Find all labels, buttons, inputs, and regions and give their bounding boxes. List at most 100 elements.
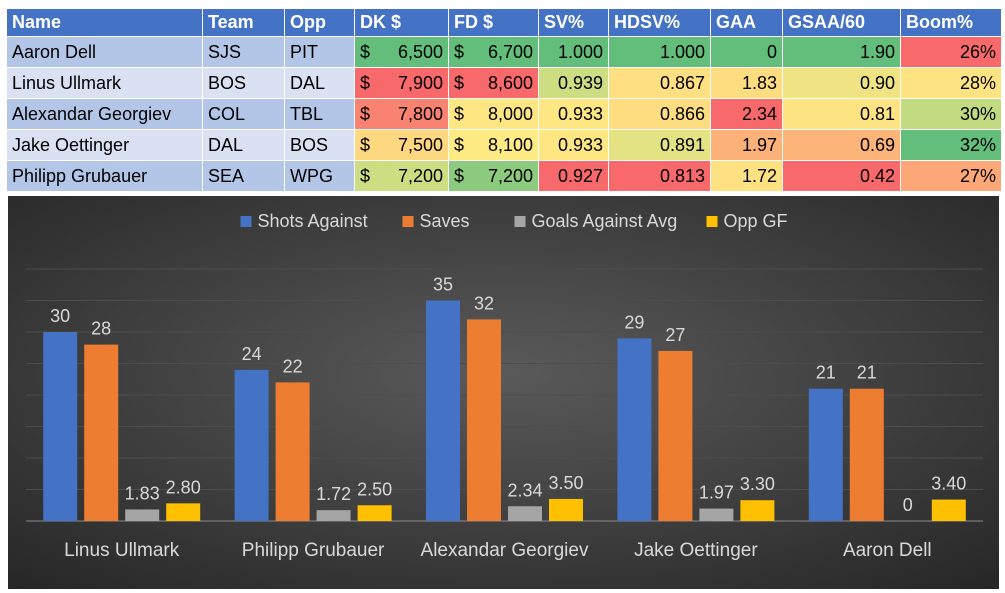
money-value: 7,800 — [397, 103, 443, 124]
cell-fd: $8,100 — [448, 129, 539, 161]
cell-fd: $6,700 — [448, 36, 539, 68]
data-label: 3.50 — [548, 473, 583, 493]
table-row: Jake Oettinger DAL BOS $7,500 $8,100 0.933 0.8… — [6, 129, 1002, 161]
data-label: 2.50 — [357, 479, 392, 499]
cell-sv: 0.933 — [538, 98, 609, 130]
data-label: 29 — [624, 312, 644, 332]
bar — [357, 505, 392, 521]
legend-label: Shots Against — [258, 211, 368, 231]
x-tick-label: Aaron Dell — [843, 540, 932, 561]
chart-legend: Shots Against Saves Goals Against Avg Opp G… — [240, 211, 788, 231]
data-label: 2.34 — [507, 480, 542, 500]
data-label: 1.83 — [125, 483, 160, 503]
data-label: 1.97 — [699, 483, 734, 503]
cell-name: Linus Ullmark — [6, 67, 203, 99]
cell-opp: TBL — [284, 98, 355, 130]
legend-label: Goals Against Avg — [532, 211, 678, 231]
cell-dk: $7,900 — [354, 67, 449, 99]
currency-symbol: $ — [360, 134, 371, 155]
cell-gsaa: 0.69 — [782, 129, 901, 161]
cell-sv: 0.933 — [538, 129, 609, 161]
cell-gaa: 1.83 — [710, 67, 783, 99]
cell-gaa: 2.34 — [710, 98, 783, 130]
cell-sv: 1.000 — [538, 36, 609, 68]
money-value: 8,100 — [487, 134, 533, 155]
currency-symbol: $ — [360, 103, 371, 124]
data-label: 30 — [50, 306, 70, 326]
data-label: 32 — [474, 293, 494, 313]
table-row: Alexandar Georgiev COL TBL $7,800 $8,000 0.93… — [6, 98, 1002, 130]
goalie-bar-chart: Shots Against Saves Goals Against Avg Opp G… — [8, 196, 999, 589]
cell-gsaa: 1.90 — [782, 36, 901, 68]
cell-boom: 28% — [900, 67, 1002, 99]
data-label: 1.72 — [316, 484, 351, 504]
cell-boom: 32% — [900, 129, 1002, 161]
data-label: 21 — [816, 363, 836, 383]
legend-label: Saves — [420, 211, 470, 231]
cell-opp: PIT — [284, 36, 355, 68]
bar — [549, 498, 583, 521]
bar — [849, 388, 884, 521]
bar — [125, 509, 160, 521]
cell-gsaa: 0.90 — [782, 67, 901, 99]
data-label: 27 — [665, 325, 685, 345]
money-value: 6,700 — [487, 41, 533, 62]
cell-gaa: 1.72 — [710, 160, 783, 192]
money-value: 8,000 — [487, 103, 533, 124]
cell-sv: 0.927 — [538, 160, 609, 192]
cell-gaa: 0 — [710, 36, 783, 68]
cell-hdsv: 0.866 — [608, 98, 711, 130]
cell-gsaa: 0.42 — [782, 160, 901, 192]
col-header-sv: SV% — [538, 8, 609, 37]
bar — [316, 510, 351, 521]
bar — [740, 500, 775, 521]
col-header-name: Name — [6, 8, 203, 37]
data-label: 21 — [857, 363, 877, 383]
data-label: 35 — [433, 275, 453, 295]
cell-boom: 26% — [900, 36, 1002, 68]
table-header-row: Name Team Opp DK $ FD $ SV% HDSV% GAA GS… — [6, 8, 1002, 37]
money-value: 7,500 — [397, 134, 443, 155]
currency-symbol: $ — [454, 103, 465, 124]
money-value: 7,200 — [487, 165, 533, 186]
cell-dk: $7,500 — [354, 129, 449, 161]
currency-symbol: $ — [454, 134, 465, 155]
col-header-boom: Boom% — [900, 8, 1002, 37]
cell-hdsv: 0.813 — [608, 160, 711, 192]
currency-symbol: $ — [454, 165, 465, 186]
bar — [275, 382, 310, 521]
cell-hdsv: 0.867 — [608, 67, 711, 99]
col-header-gsaa: GSAA/60 — [782, 8, 901, 37]
chart-bars — [43, 300, 966, 521]
col-header-fd: FD $ — [448, 8, 539, 37]
chart-data-labels: 30 28 1.83 2.80 24 22 1.72 2.50 35 32 2.34 3.50 29 27… — [50, 275, 966, 516]
data-label: 24 — [242, 344, 262, 364]
chart-svg: Shots Against Saves Goals Against Avg Opp G… — [8, 196, 999, 589]
cell-gsaa: 0.81 — [782, 98, 901, 130]
cell-name: Aaron Dell — [6, 36, 203, 68]
cell-team: BOS — [202, 67, 285, 99]
data-label: 28 — [91, 319, 111, 339]
cell-fd: $7,200 — [448, 160, 539, 192]
col-header-opp: Opp — [284, 8, 355, 37]
cell-boom: 27% — [900, 160, 1002, 192]
legend-swatch — [514, 216, 526, 227]
cell-opp: BOS — [284, 129, 355, 161]
cell-hdsv: 1.000 — [608, 36, 711, 68]
currency-symbol: $ — [360, 72, 371, 93]
table-row: Aaron Dell SJS PIT $6,500 $6,700 1.000 1.000 0 1… — [6, 36, 1002, 68]
bar — [617, 338, 652, 521]
money-value: 7,200 — [397, 165, 443, 186]
bar — [658, 350, 693, 521]
col-header-gaa: GAA — [710, 8, 783, 37]
cell-boom: 30% — [900, 98, 1002, 130]
col-header-dk: DK $ — [354, 8, 449, 37]
goalie-stats-table: Name Team Opp DK $ FD $ SV% HDSV% GAA GS… — [6, 8, 1002, 192]
currency-symbol: $ — [454, 41, 465, 62]
data-label: 22 — [283, 356, 303, 376]
legend-label: Opp GF — [724, 211, 788, 231]
cell-team: DAL — [202, 129, 285, 161]
col-header-team: Team — [202, 8, 285, 37]
x-tick-label: Linus Ullmark — [64, 540, 180, 561]
cell-dk: $7,200 — [354, 160, 449, 192]
